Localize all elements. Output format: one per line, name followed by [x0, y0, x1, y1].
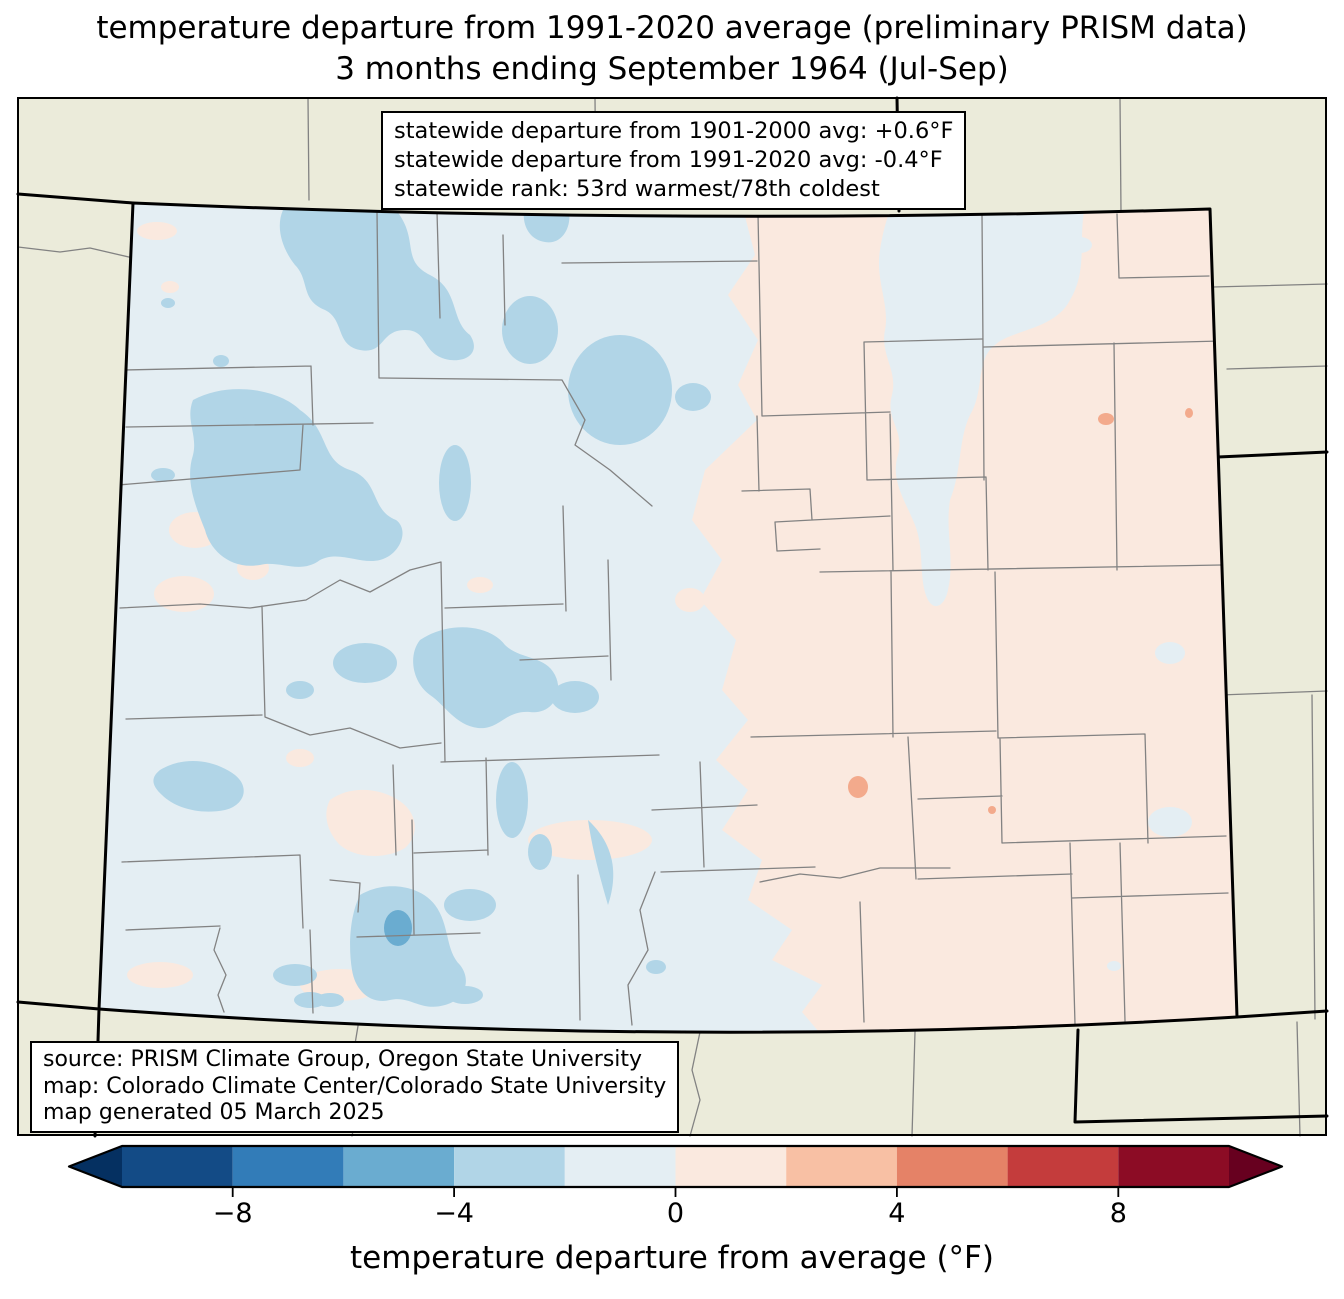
colorbar-over-arrow	[1229, 1146, 1282, 1187]
colorbar-tick-label-8: 8	[1109, 1198, 1127, 1229]
colorbar-tick-label-0: 0	[666, 1198, 685, 1229]
source-line-3: map generated 05 March 2025	[43, 1100, 385, 1125]
strong-cool-anomaly-spot	[384, 910, 412, 946]
stats-box: statewide departure from 1901-2000 avg: …	[381, 111, 967, 210]
colorbar-axis-label: temperature departure from average (°F)	[350, 1240, 994, 1276]
colorbar-segment	[454, 1146, 565, 1187]
colorbar-segment	[1118, 1146, 1229, 1187]
warm-spot-blobs	[127, 222, 705, 1001]
stats-line-1: statewide departure from 1901-2000 avg: …	[394, 118, 954, 144]
figure-title: temperature departure from 1991-2020 ave…	[18, 8, 1326, 90]
source-box: source: PRISM Climate Group, Oregon Stat…	[30, 1041, 680, 1133]
county-lines	[117, 211, 1229, 1026]
title-line-1: temperature departure from 1991-2020 ave…	[96, 10, 1248, 46]
colorbar-segment	[232, 1146, 344, 1187]
cool-anomaly-blobs	[151, 210, 711, 1008]
title-line-2: 3 months ending September 1964 (Jul-Sep)	[335, 51, 1009, 87]
stats-line-3: statewide rank: 53rd warmest/78th coldes…	[394, 176, 880, 202]
cool-pocket-on-warm-region	[878, 205, 1192, 971]
colorbar-segment	[786, 1146, 897, 1187]
source-line-1: source: PRISM Climate Group, Oregon Stat…	[43, 1047, 643, 1072]
colorbar-tick-label-4: 4	[888, 1198, 906, 1229]
colorbar-tick-label-neg8: −8	[212, 1198, 253, 1229]
colorbar-outline	[67, 1144, 1284, 1189]
colorbar-ticks	[231, 1187, 1120, 1197]
colorbar-segment	[122, 1146, 233, 1187]
colorbar-tick-label-neg4: −4	[434, 1198, 474, 1229]
colorbar-under-arrow	[69, 1146, 122, 1187]
colorbar-segment	[564, 1146, 676, 1187]
colorbar-segment	[1007, 1146, 1119, 1187]
colorbar	[67, 1144, 1284, 1197]
stats-line-2: statewide departure from 1991-2020 avg: …	[394, 147, 943, 173]
colorbar-segment	[896, 1146, 1008, 1187]
hot-spot-dots	[848, 408, 1193, 814]
colorbar-segment	[675, 1146, 787, 1187]
colorado-border	[97, 201, 1239, 1034]
plot-frame	[17, 97, 1327, 1136]
colorbar-segment	[343, 1146, 455, 1187]
source-line-2: map: Colorado Climate Center/Colorado St…	[43, 1073, 667, 1099]
warm-anomaly-region	[692, 203, 1237, 1033]
